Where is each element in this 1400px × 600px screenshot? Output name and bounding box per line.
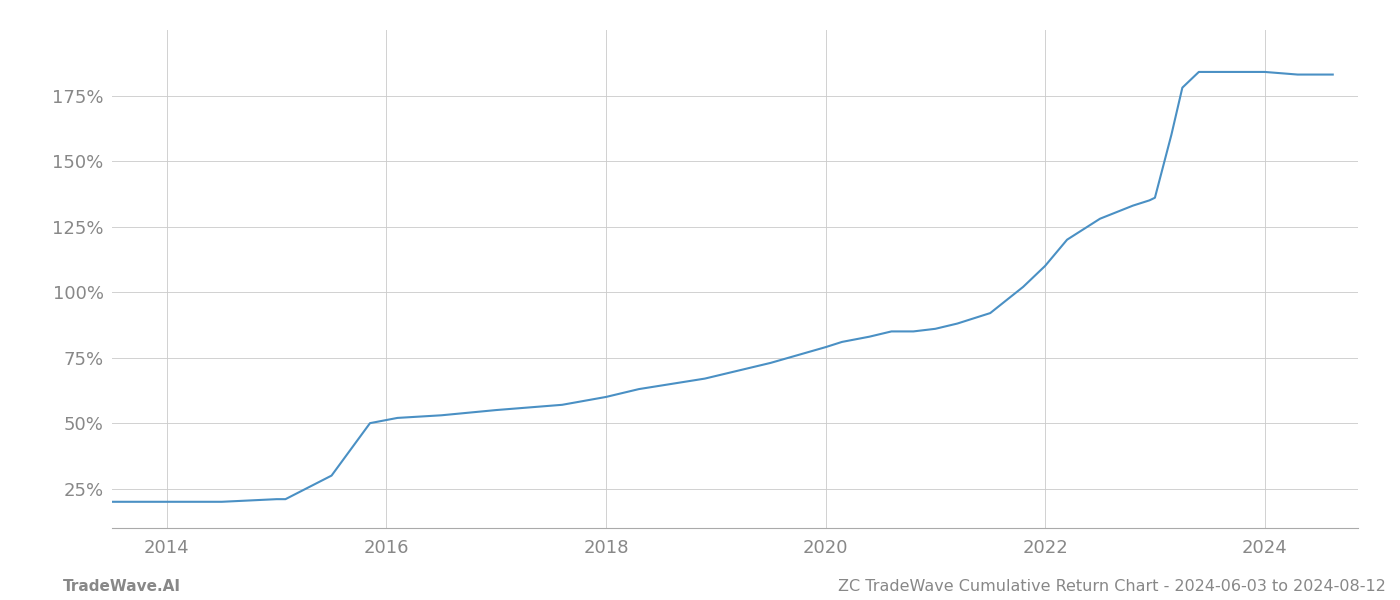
Text: ZC TradeWave Cumulative Return Chart - 2024-06-03 to 2024-08-12: ZC TradeWave Cumulative Return Chart - 2… [839,579,1386,594]
Text: TradeWave.AI: TradeWave.AI [63,579,181,594]
